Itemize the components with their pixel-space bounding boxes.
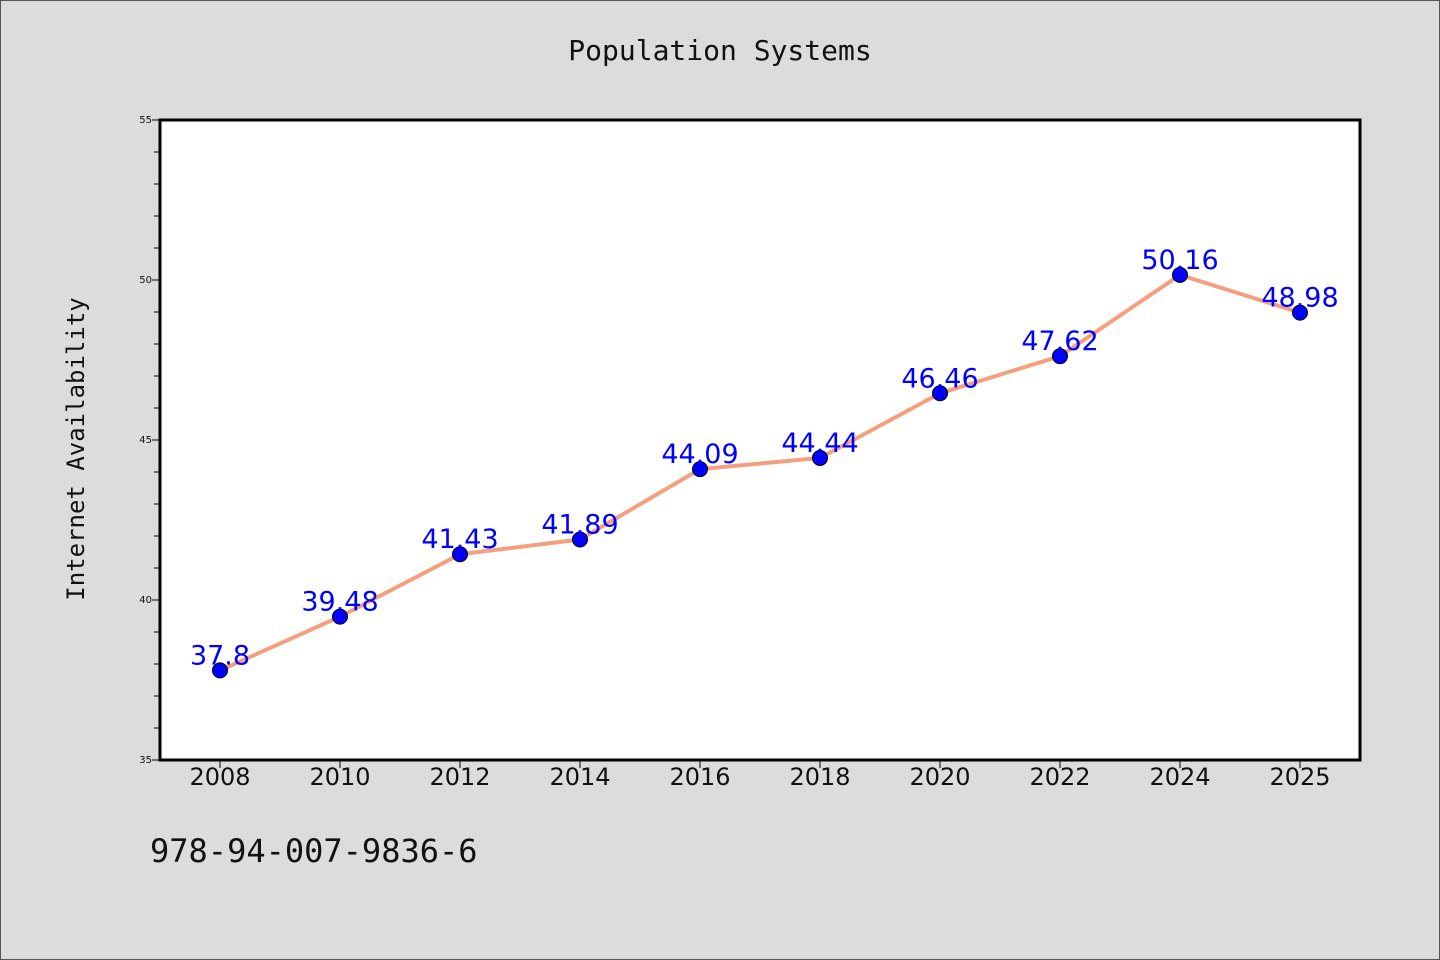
x-tick-label: 2018 <box>789 763 850 791</box>
data-label: 46.46 <box>901 363 978 394</box>
y-tick-label: 35 <box>139 755 152 766</box>
data-label: 44.09 <box>661 439 738 470</box>
data-point <box>572 531 588 548</box>
data-point <box>332 608 348 625</box>
series-line <box>219 272 1301 673</box>
x-tick-label: 2024 <box>1149 763 1210 791</box>
data-point <box>692 461 708 478</box>
x-tick-label: 2012 <box>429 763 490 791</box>
data-point <box>452 546 468 563</box>
data-label: 37.8 <box>190 640 250 671</box>
x-tick-label: 2016 <box>669 763 730 791</box>
x-tick-label: 2022 <box>1029 763 1090 791</box>
x-tick-label: 2010 <box>309 763 370 791</box>
data-label: 50.16 <box>1141 245 1218 276</box>
data-label: 47.62 <box>1021 326 1098 357</box>
y-tick-label: 40 <box>139 595 152 606</box>
data-label: 48.98 <box>1261 283 1338 314</box>
data-point <box>1292 304 1308 321</box>
x-axis-ticks: 2008 2010 2012 2014 2016 2018 2020 2022 2024 2025 <box>189 760 1331 791</box>
plot-area <box>158 118 1362 762</box>
y-tick-label: 45 <box>139 435 152 446</box>
data-point <box>212 662 228 679</box>
data-label: 41.43 <box>421 524 498 555</box>
isbn-text: 978-94-007-9836-6 <box>150 832 478 870</box>
data-label: 44.44 <box>781 428 858 459</box>
data-point <box>1172 266 1188 283</box>
x-tick-label: 2020 <box>909 763 970 791</box>
chart-title: Population Systems <box>568 34 872 67</box>
data-label: 41.89 <box>541 510 618 541</box>
data-markers <box>212 266 1308 679</box>
data-point <box>1052 348 1068 365</box>
data-labels: 37.8 39.48 41.43 41.89 44.09 44.44 46.46 47.62 5… <box>190 245 1339 672</box>
data-point <box>812 449 828 466</box>
x-tick-label: 2025 <box>1269 763 1330 791</box>
data-label: 39.48 <box>301 587 378 618</box>
y-tick-label: 50 <box>139 275 152 286</box>
x-tick-label: 2008 <box>189 763 250 791</box>
data-point <box>932 385 948 402</box>
y-tick-label: 55 <box>139 115 152 126</box>
y-axis-ticks: 35 40 45 50 55 <box>139 115 160 766</box>
x-tick-label: 2014 <box>549 763 610 791</box>
